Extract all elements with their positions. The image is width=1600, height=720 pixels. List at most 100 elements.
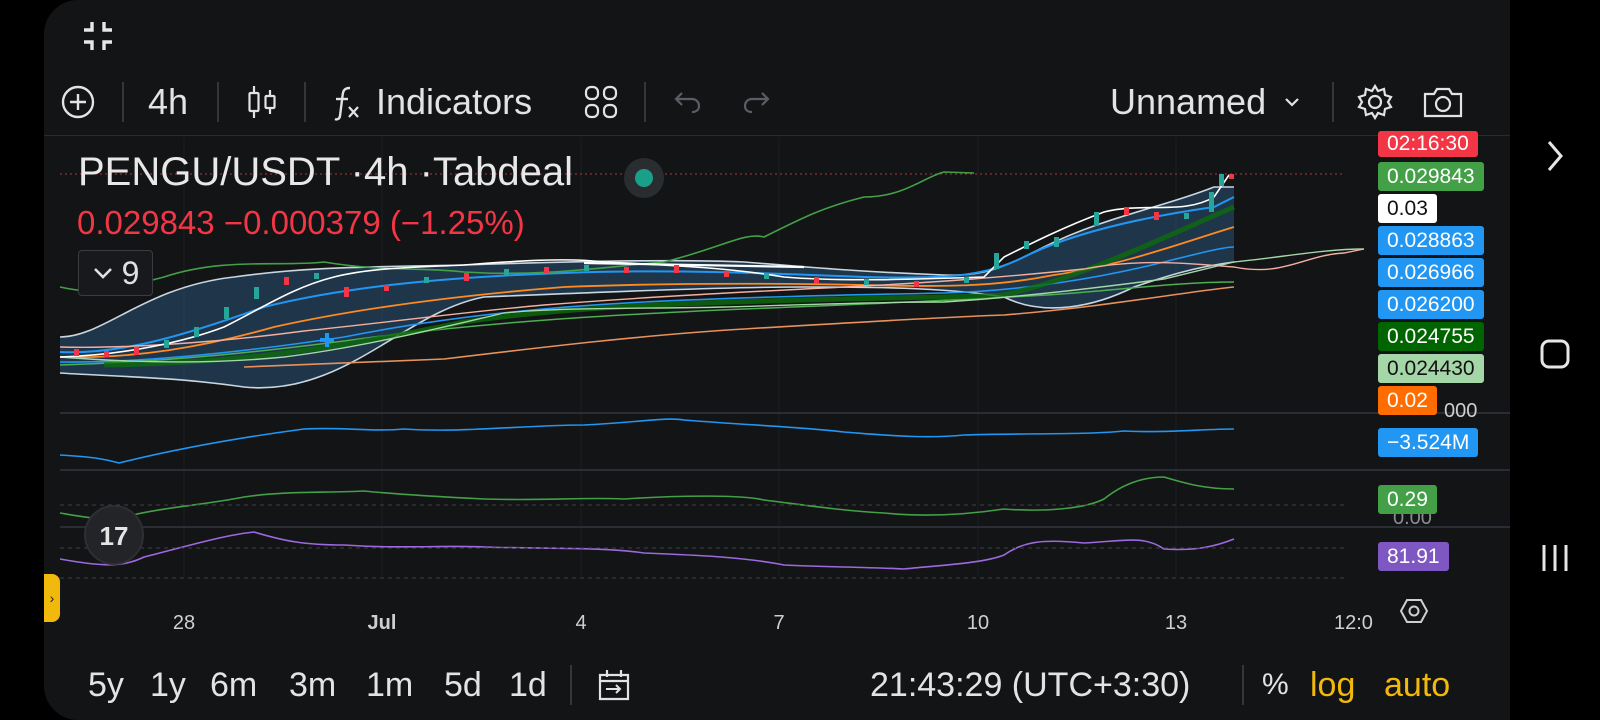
range-5y-button[interactable]: 5y (88, 665, 124, 704)
price-change: −0.000379 (223, 204, 381, 241)
time-tick: 12:0 (1334, 612, 1373, 634)
partial-scale-label: 000 (1444, 400, 1478, 422)
undo-button[interactable] (672, 68, 702, 136)
layout-selector[interactable]: Unnamed (1110, 68, 1300, 136)
chart-area[interactable] (44, 137, 1510, 597)
range-1d-button[interactable]: 1d (509, 665, 547, 704)
indicators-label: Indicators (376, 81, 533, 122)
auto-scale-toggle[interactable]: auto (1384, 665, 1451, 704)
rsi-value-tag: 81.91 (1378, 542, 1449, 571)
trading-chart-app: 4h Indicators Unnamed (44, 0, 1510, 720)
tradingview-logo[interactable]: 17 (84, 505, 144, 565)
tag-text: 02:16:30 (1387, 132, 1469, 155)
chevron-right-icon: › (49, 590, 55, 606)
calendar-icon (598, 670, 630, 701)
fx-icon (334, 86, 359, 121)
nav-recents-button[interactable] (1510, 542, 1600, 579)
tag-text: −3.524M (1387, 431, 1470, 454)
gear-icon (1357, 83, 1393, 121)
top-toolbar: 4h Indicators Unnamed (44, 68, 1510, 136)
tag-text: 0.29 (1387, 488, 1428, 511)
grid-icon (584, 85, 618, 119)
range-5d-button[interactable]: 5d (444, 665, 482, 704)
indicator-value-tag: 0.028863 (1378, 226, 1484, 255)
toolbar-divider (122, 82, 124, 122)
settings-button[interactable] (1356, 68, 1394, 136)
home-square-icon (1540, 339, 1570, 369)
interval-label: 4h (148, 81, 189, 122)
tag-text: 0.024755 (1387, 325, 1475, 348)
system-navigation-bar (1510, 0, 1600, 720)
chevron-down-icon (1285, 98, 1299, 107)
nav-forward-button[interactable] (1510, 138, 1600, 179)
drawing-toolbar-handle[interactable]: › (44, 574, 60, 622)
toolbar-divider (1242, 665, 1244, 705)
price-level-tag: 0.02 (1378, 386, 1437, 415)
indicators-button[interactable]: Indicators (332, 68, 532, 136)
range-6m-button[interactable]: 6m (210, 665, 258, 704)
price-level-tag: 0.03 (1378, 194, 1437, 223)
percent-scale-toggle[interactable]: % (1262, 668, 1289, 701)
symbol-legend[interactable]: PENGU/USDT ·4h ·Tabdeal (78, 150, 573, 195)
go-to-date-button[interactable] (596, 650, 632, 720)
indicators-collapse-button[interactable]: 9 (78, 250, 153, 296)
axis-settings-icon[interactable] (1399, 596, 1429, 626)
time-tick: 13 (1164, 612, 1188, 634)
range-3m-button[interactable]: 3m (289, 665, 337, 704)
templates-button[interactable] (584, 68, 618, 136)
log-scale-toggle[interactable]: log (1310, 665, 1356, 704)
legend-separator: · (419, 150, 433, 194)
toolbar-divider (217, 82, 219, 122)
toolbar-divider (570, 665, 572, 705)
oscillator-value-tag: 0.29 (1378, 485, 1437, 514)
indicator-value-tag: 0.024755 (1378, 322, 1484, 351)
toolbar-divider (644, 82, 646, 122)
indicator-value-tag: 0.024430 (1378, 354, 1484, 383)
chart-type-button[interactable] (246, 68, 278, 136)
logo-text: 17 (99, 521, 129, 551)
chevron-right-icon (1547, 141, 1563, 171)
redo-icon (743, 92, 770, 114)
legend-interval: 4h (363, 150, 409, 194)
time-tick: Jul (367, 612, 397, 634)
last-price-tag: 0.029843 (1378, 162, 1484, 191)
tag-text: 0.028863 (1387, 229, 1475, 252)
exit-fullscreen-icon[interactable] (80, 18, 116, 54)
indicator-value-tag: 0.026200 (1378, 290, 1484, 319)
tag-text: 0.03 (1387, 197, 1428, 220)
volume-value-tag: −3.524M (1378, 428, 1479, 457)
nav-home-button[interactable] (1510, 338, 1600, 375)
indicators-count: 9 (121, 254, 140, 291)
snapshot-button[interactable] (1422, 68, 1464, 136)
tag-text: 0.026200 (1387, 293, 1475, 316)
toolbar-divider (304, 82, 306, 122)
timezone-clock[interactable]: 21:43:29 (UTC+3:30) (870, 665, 1191, 704)
candles-icon (248, 86, 276, 118)
interval-button[interactable]: 4h (148, 68, 188, 136)
time-tick: 4 (575, 612, 587, 634)
tag-text: 0.026966 (1387, 261, 1475, 284)
symbol-name: PENGU/USDT (78, 150, 340, 194)
tag-text: 0.02 (1387, 389, 1428, 412)
bar-countdown-tag: 02:16:30 (1378, 131, 1478, 157)
tag-text: 81.91 (1387, 545, 1440, 568)
chevron-down-icon (93, 268, 112, 279)
range-1m-button[interactable]: 1m (366, 665, 414, 704)
add-symbol-button[interactable] (60, 68, 96, 136)
time-tick: 7 (773, 612, 785, 634)
last-price: 0.029843 (77, 204, 215, 241)
plus-circle-icon (61, 85, 95, 119)
layout-name: Unnamed (1110, 81, 1267, 122)
market-status-indicator[interactable] (624, 158, 664, 198)
price-change-percent: (−1.25%) (389, 204, 525, 241)
range-1y-button[interactable]: 1y (150, 665, 186, 704)
undo-icon (674, 92, 701, 114)
legend-separator: · (350, 150, 364, 194)
time-tick: 10 (966, 612, 990, 634)
tag-text: 0.024430 (1387, 357, 1475, 380)
tag-text: 0.029843 (1387, 165, 1475, 188)
legend-exchange: Tabdeal (432, 150, 574, 194)
redo-button[interactable] (742, 68, 772, 136)
bottom-toolbar: 5y 1y 6m 3m 1m 5d 1d 21:43:29 (UTC+3:30)… (44, 650, 1510, 720)
indicator-value-tag: 0.026966 (1378, 258, 1484, 287)
